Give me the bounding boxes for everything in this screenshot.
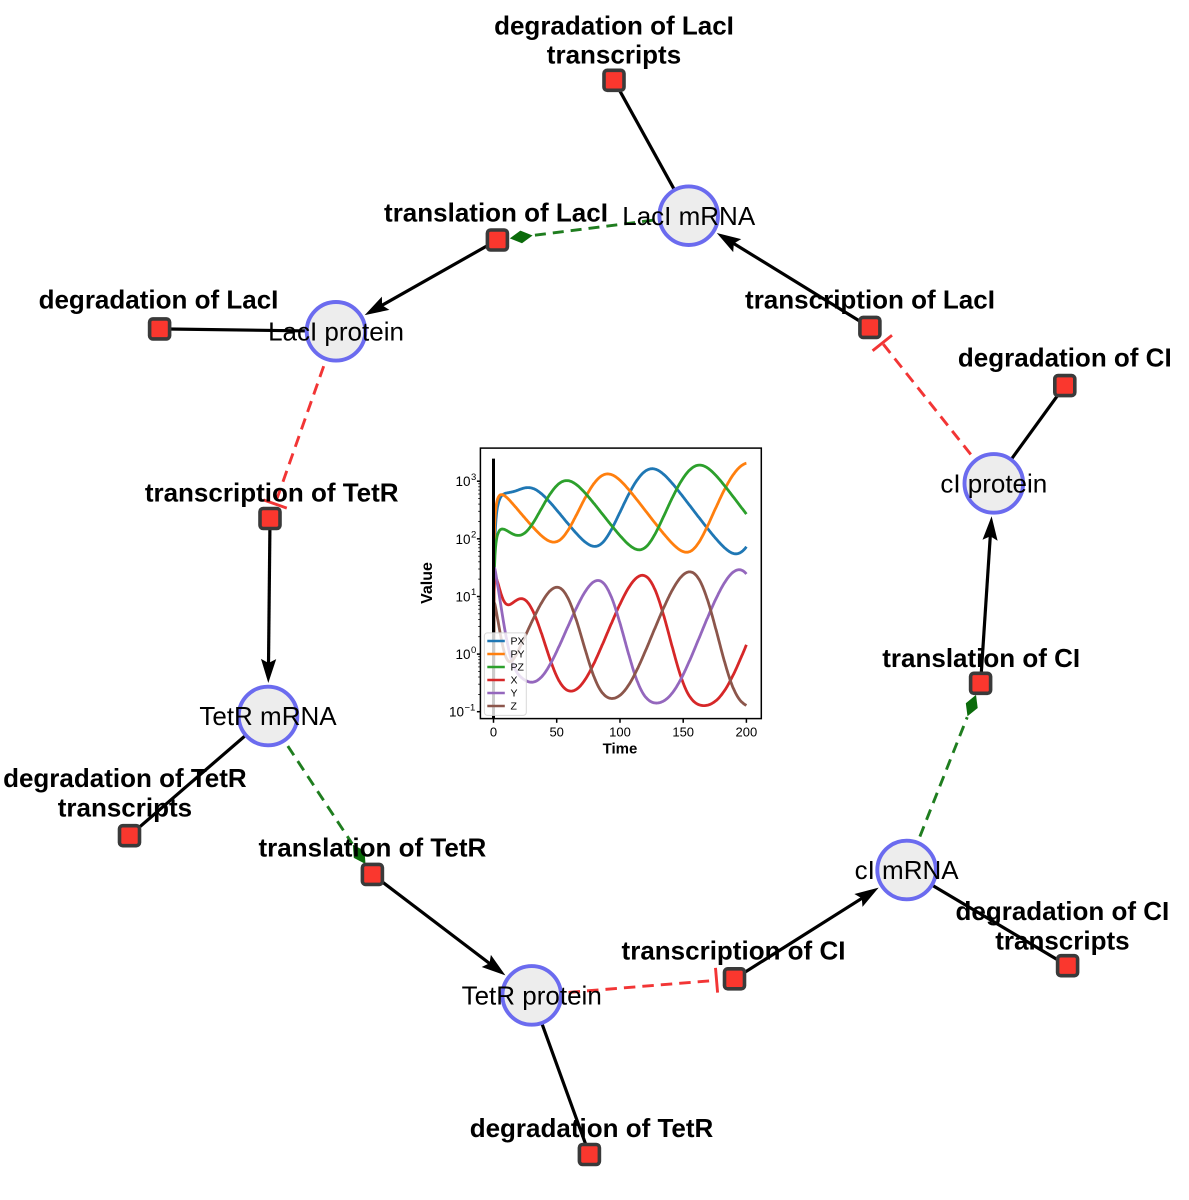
svg-text:10: 10 <box>449 705 464 720</box>
svg-text:Time: Time <box>603 741 638 758</box>
svg-text:degradation of CI: degradation of CI <box>958 343 1172 373</box>
svg-text:degradation of LacI: degradation of LacI <box>39 284 279 314</box>
svg-text:100: 100 <box>609 725 631 740</box>
svg-text:transcripts: transcripts <box>58 792 192 822</box>
svg-text:50: 50 <box>549 725 563 740</box>
svg-text:−1: −1 <box>465 702 476 713</box>
svg-text:transcripts: transcripts <box>995 926 1129 956</box>
svg-text:PY: PY <box>511 649 525 661</box>
svg-text:TetR mRNA: TetR mRNA <box>199 701 337 731</box>
svg-text:translation of TetR: translation of TetR <box>259 833 487 863</box>
svg-text:X: X <box>511 675 518 687</box>
svg-text:transcription of LacI: transcription of LacI <box>745 285 995 315</box>
svg-text:2: 2 <box>471 530 476 541</box>
svg-text:10: 10 <box>455 474 470 489</box>
svg-text:150: 150 <box>672 725 694 740</box>
svg-text:transcripts: transcripts <box>547 40 681 70</box>
svg-text:1: 1 <box>471 587 476 598</box>
svg-text:0: 0 <box>490 725 497 740</box>
svg-text:10: 10 <box>455 647 470 662</box>
svg-text:10: 10 <box>455 590 470 605</box>
svg-text:transcription of CI: transcription of CI <box>622 936 846 966</box>
svg-text:Y: Y <box>511 688 518 700</box>
svg-text:3: 3 <box>471 472 476 483</box>
svg-text:PX: PX <box>511 636 525 648</box>
svg-text:TetR protein: TetR protein <box>462 981 602 1011</box>
svg-text:Z: Z <box>511 701 518 713</box>
svg-text:degradation of TetR: degradation of TetR <box>470 1113 714 1143</box>
svg-text:translation of LacI: translation of LacI <box>384 198 608 228</box>
svg-text:degradation of TetR: degradation of TetR <box>3 763 247 793</box>
svg-text:10: 10 <box>455 532 470 547</box>
svg-text:0: 0 <box>471 645 476 656</box>
svg-text:translation of CI: translation of CI <box>882 643 1080 673</box>
svg-text:Value: Value <box>419 562 436 604</box>
svg-text:LacI protein: LacI protein <box>268 317 404 347</box>
svg-text:degradation of LacI: degradation of LacI <box>494 10 734 40</box>
svg-text:PZ: PZ <box>511 662 525 674</box>
svg-text:cI mRNA: cI mRNA <box>855 855 960 885</box>
svg-text:200: 200 <box>736 725 758 740</box>
svg-text:cI protein: cI protein <box>940 469 1047 499</box>
svg-text:LacI mRNA: LacI mRNA <box>622 201 756 231</box>
svg-text:degradation of CI: degradation of CI <box>956 896 1170 926</box>
svg-text:transcription of TetR: transcription of TetR <box>145 478 399 508</box>
